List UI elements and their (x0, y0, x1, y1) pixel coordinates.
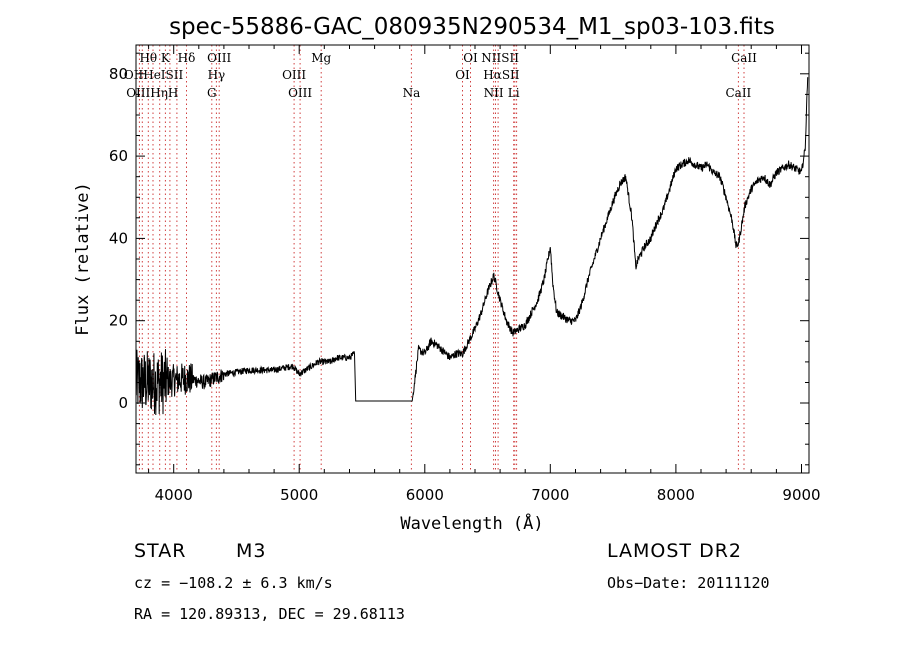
velocity-readout: cz = −108.2 ± 6.3 km/s (134, 574, 333, 592)
line-label: CaII (725, 86, 751, 100)
object-subclass: M3 (236, 540, 267, 562)
y-axis-ticks: 0 20 40 60 80 (109, 52, 809, 466)
line-label: OIIIHηH (126, 86, 178, 100)
x-tick-label: 9000 (782, 486, 820, 504)
line-label: OI (455, 68, 470, 82)
line-label: Hδ (178, 51, 196, 65)
line-label: Na (403, 86, 421, 100)
y-tick-label: 0 (118, 394, 128, 412)
line-label: Hγ (208, 68, 226, 82)
line-label: OIII (288, 86, 312, 100)
line-label: OIIHeISII (124, 68, 184, 82)
line-label: OIII (207, 51, 231, 65)
line-label: K (161, 51, 171, 65)
line-label: G (207, 86, 217, 100)
x-tick-label: 5000 (280, 486, 318, 504)
survey-name: LAMOST DR2 (607, 540, 742, 562)
observation-date: Obs−Date: 20111120 (607, 574, 770, 592)
chart-title: spec-55886-GAC_080935N290534_M1_sp03-103… (169, 14, 775, 40)
x-axis-label: Wavelength (Å) (400, 512, 543, 534)
x-tick-label: 4000 (155, 486, 193, 504)
line-label: HαSII (483, 68, 520, 82)
plot-frame (135, 44, 810, 474)
line-markers (138, 45, 745, 473)
x-tick-label: 6000 (406, 486, 444, 504)
spectrum-line (135, 77, 809, 416)
y-tick-label: 40 (109, 229, 128, 247)
x-tick-label: 8000 (657, 486, 695, 504)
line-label: Hθ (139, 51, 157, 65)
line-label: Mg (311, 51, 331, 65)
x-tick-label: 7000 (531, 486, 569, 504)
line-label: NII (484, 86, 504, 100)
x-axis-ticks: 4000 5000 6000 7000 8000 9000 (148, 45, 821, 504)
coordinates-readout: RA = 120.89313, DEC = 29.68113 (134, 605, 405, 623)
line-label: NIISII (481, 51, 519, 65)
object-class: STAR (134, 540, 187, 562)
y-tick-label: 80 (109, 65, 128, 83)
y-tick-label: 20 (109, 312, 128, 330)
y-tick-label: 60 (109, 147, 128, 165)
line-label: Li (508, 86, 520, 100)
y-axis-label: Flux (relative) (73, 182, 93, 336)
line-label: OIII (282, 68, 306, 82)
line-label: OI (463, 51, 478, 65)
line-label: CaII (731, 51, 757, 65)
